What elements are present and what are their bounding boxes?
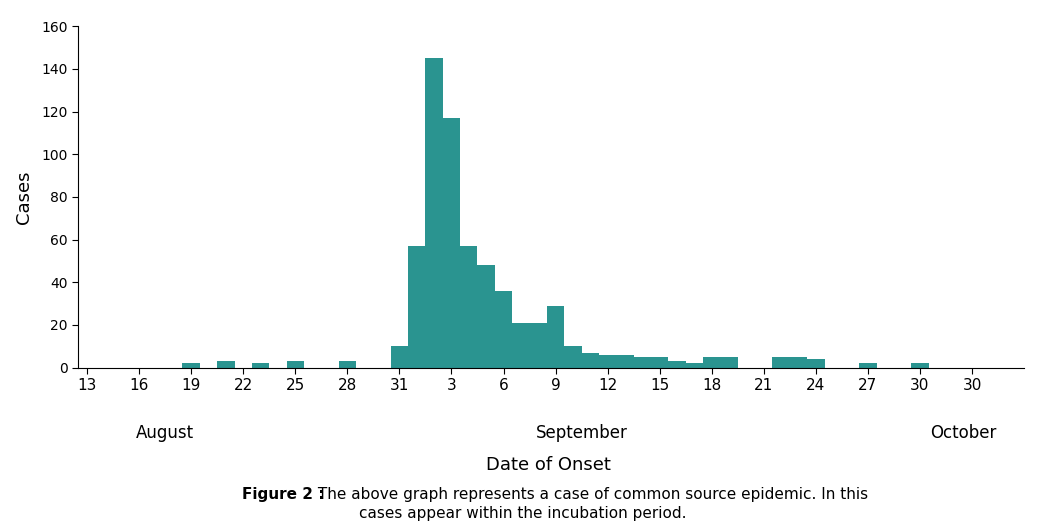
Bar (859, 363, 877, 367)
Text: Date of Onset: Date of Onset (486, 456, 611, 474)
Bar (339, 361, 356, 368)
Bar (495, 291, 512, 368)
Bar (252, 363, 270, 367)
Text: September: September (536, 424, 628, 442)
Bar (286, 361, 304, 368)
Text: Figure 2 :: Figure 2 : (241, 487, 324, 502)
Bar (651, 357, 669, 367)
Bar (807, 359, 825, 368)
Bar (617, 355, 633, 368)
Text: August: August (136, 424, 194, 442)
Bar (669, 361, 686, 368)
Text: October: October (930, 424, 997, 442)
Text: The above graph represents a case of common source epidemic. In this: The above graph represents a case of com… (312, 487, 868, 502)
Bar (391, 346, 409, 368)
Bar (512, 323, 530, 368)
Bar (599, 355, 617, 368)
Bar (547, 306, 564, 367)
Bar (633, 357, 651, 367)
Bar (443, 118, 460, 368)
Bar (478, 265, 495, 368)
Bar (911, 363, 929, 367)
Bar (183, 363, 200, 367)
Bar (217, 361, 234, 368)
Bar (686, 363, 703, 367)
Bar (409, 246, 425, 368)
Bar (772, 357, 790, 367)
Bar (425, 58, 443, 367)
Bar (720, 357, 738, 367)
Text: cases appear within the incubation period.: cases appear within the incubation perio… (358, 506, 687, 521)
Bar (460, 246, 478, 368)
Y-axis label: Cases: Cases (15, 170, 33, 224)
Bar (790, 357, 807, 367)
Bar (530, 323, 547, 368)
Bar (564, 346, 582, 368)
Bar (582, 353, 599, 367)
Bar (703, 357, 720, 367)
